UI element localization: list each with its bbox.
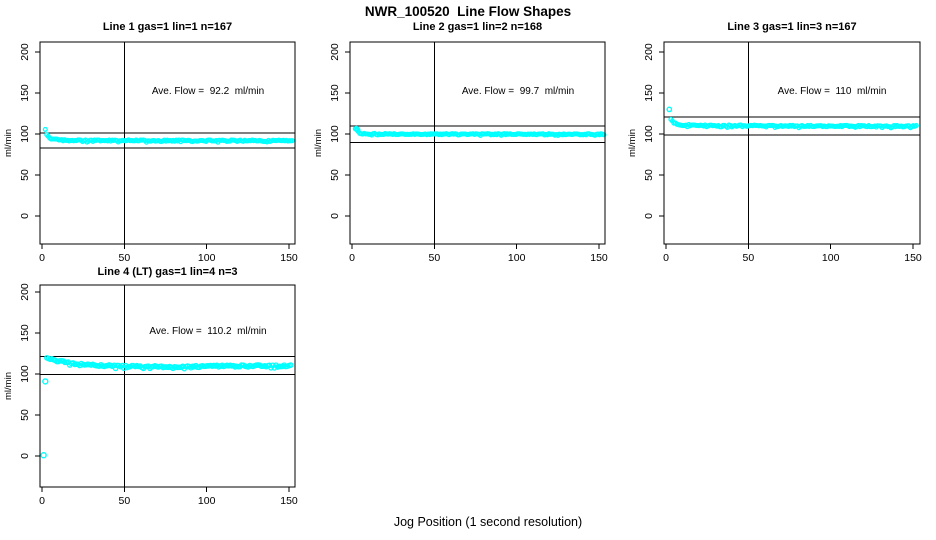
y-tick-label: 0 bbox=[19, 453, 31, 459]
page-title: NWR_100520 Line Flow Shapes bbox=[364, 4, 572, 19]
subplot-2: 0 50 100 150 0 50 100 150 200 ml/min bbox=[313, 41, 608, 264]
x-tick-label: 150 bbox=[590, 252, 608, 264]
x-tick-label: 50 bbox=[118, 495, 130, 507]
y-tick-label: 100 bbox=[329, 125, 341, 143]
subplot-2-avg-flow-annotation: Ave. Flow = 99.7 ml/min bbox=[461, 86, 575, 97]
flow-point bbox=[289, 138, 295, 144]
subplot-3-title: Line 3 gas=1 lin=3 n=167 bbox=[727, 21, 857, 33]
x-tick-label: 50 bbox=[428, 252, 440, 264]
subplot-3-avg-flow-annotation: Ave. Flow = 110 ml/min bbox=[777, 86, 887, 97]
subplot-1-title: Line 1 gas=1 lin=1 n=167 bbox=[102, 21, 233, 33]
y-tick-label: 150 bbox=[19, 84, 31, 102]
plot-box bbox=[663, 41, 921, 245]
data-points bbox=[666, 106, 919, 131]
y-axis-label: ml/min bbox=[3, 129, 14, 157]
subplot-4-avg-flow-annotation: Ave. Flow = 110.2 ml/min bbox=[149, 326, 267, 337]
y-tick-label: 100 bbox=[19, 125, 31, 143]
y-tick-label: 50 bbox=[329, 169, 341, 181]
x-tick-label: 0 bbox=[663, 252, 669, 264]
flow-point bbox=[913, 123, 919, 129]
y-tick-label: 150 bbox=[329, 84, 341, 102]
y-tick-label: 200 bbox=[19, 43, 31, 61]
y-tick-label: 50 bbox=[643, 169, 655, 181]
flow-point bbox=[287, 362, 294, 368]
y-tick-label: 150 bbox=[643, 84, 655, 102]
outlier-point bbox=[42, 378, 49, 385]
y-tick-label: 200 bbox=[329, 43, 341, 61]
y-tick-label: 0 bbox=[329, 213, 341, 219]
x-tick-label: 0 bbox=[349, 252, 355, 264]
x-tick-label: 150 bbox=[904, 252, 922, 264]
outlier-point bbox=[666, 106, 673, 113]
y-axis-label: ml/min bbox=[313, 129, 324, 157]
x-axis-label: Jog Position (1 second resolution) bbox=[393, 515, 583, 529]
x-tick-label: 100 bbox=[198, 495, 216, 507]
x-tick-label: 100 bbox=[508, 252, 526, 264]
x-tick-label: 50 bbox=[118, 252, 130, 264]
y-axis-label: ml/min bbox=[627, 129, 638, 157]
plot-box bbox=[349, 41, 606, 245]
y-tick-label: 100 bbox=[643, 125, 655, 143]
x-tick-label: 50 bbox=[742, 252, 754, 264]
subplot-1: 0 50 100 150 0 50 100 150 200 ml/min bbox=[3, 41, 298, 264]
plot-box bbox=[39, 41, 296, 245]
y-tick-label: 0 bbox=[643, 213, 655, 219]
y-tick-label: 0 bbox=[19, 213, 31, 219]
y-tick-label: 150 bbox=[19, 324, 31, 342]
subplot-2-title: Line 2 gas=1 lin=2 n=168 bbox=[412, 21, 543, 33]
flow-point bbox=[601, 132, 607, 138]
y-tick-label: 200 bbox=[643, 43, 655, 61]
flow-point bbox=[42, 126, 48, 132]
subplot-1-avg-flow-annotation: Ave. Flow = 92.2 ml/min bbox=[151, 86, 265, 97]
outlier-point bbox=[40, 452, 47, 459]
data-points bbox=[352, 125, 607, 139]
subplot-3: 0 50 100 150 0 50 100 150 200 ml/min bbox=[627, 41, 922, 264]
y-axis-label: ml/min bbox=[3, 372, 14, 400]
subplot-4-title: Line 4 (LT) gas=1 lin=4 n=3 bbox=[97, 266, 238, 278]
x-tick-label: 0 bbox=[39, 252, 45, 264]
plot-box bbox=[39, 284, 296, 488]
x-tick-label: 150 bbox=[280, 495, 298, 507]
data-points bbox=[42, 126, 295, 145]
y-tick-label: 100 bbox=[19, 365, 31, 383]
x-tick-label: 100 bbox=[198, 252, 216, 264]
y-tick-label: 50 bbox=[19, 169, 31, 181]
x-tick-label: 100 bbox=[822, 252, 840, 264]
x-tick-label: 0 bbox=[39, 495, 45, 507]
x-tick-label: 150 bbox=[280, 252, 298, 264]
y-tick-label: 50 bbox=[19, 409, 31, 421]
outlier-point bbox=[354, 126, 361, 133]
y-tick-label: 200 bbox=[19, 283, 31, 301]
data-points bbox=[40, 354, 294, 459]
subplot-4: 0 50 100 150 0 50 100 150 200 ml/min bbox=[3, 283, 298, 507]
